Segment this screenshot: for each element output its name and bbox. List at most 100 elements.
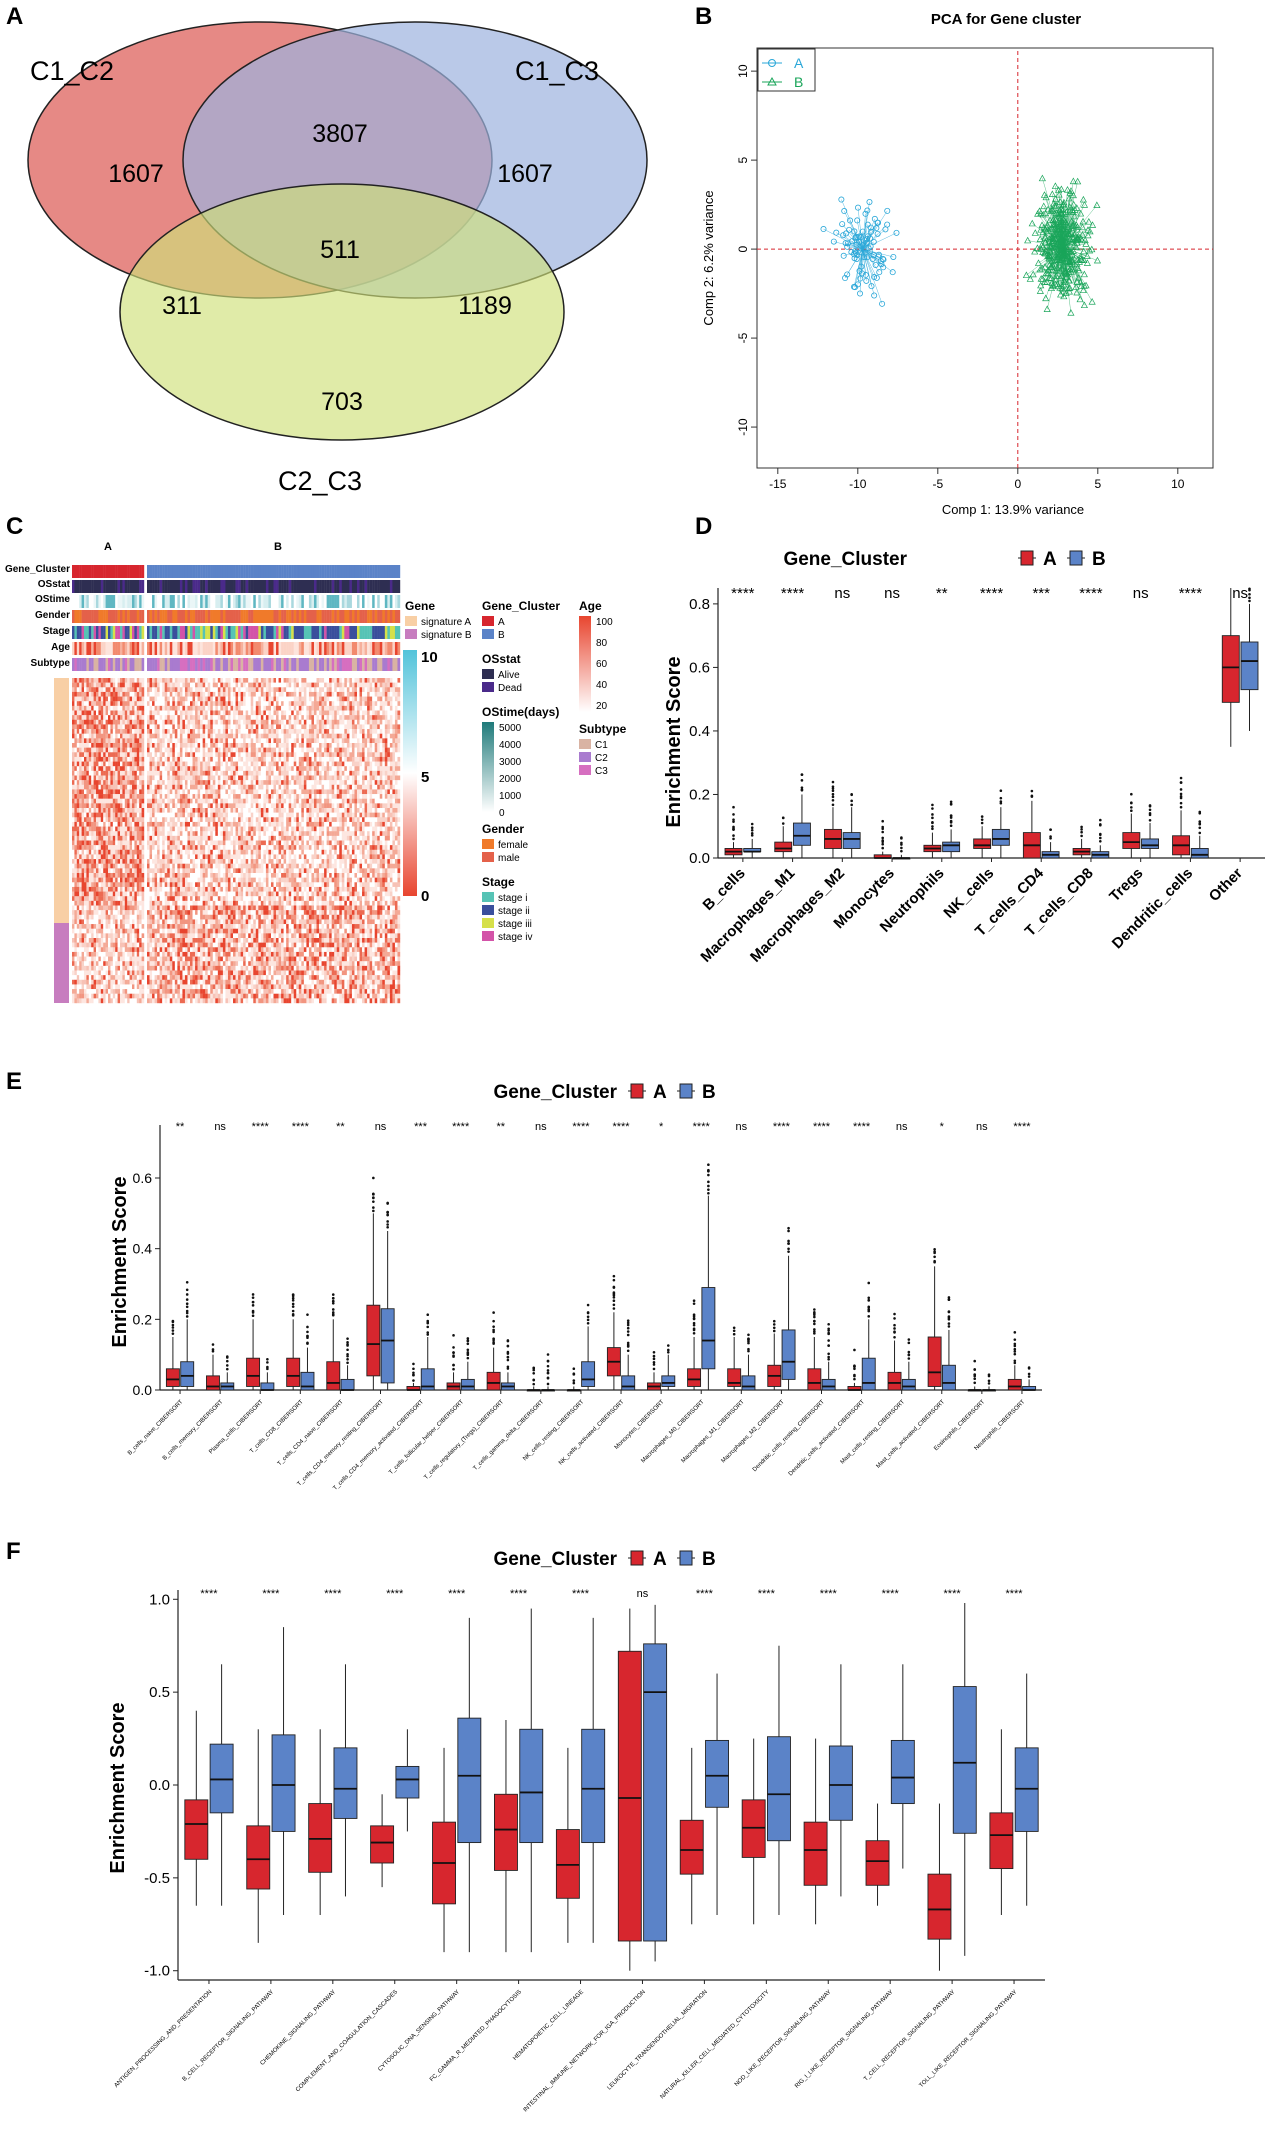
heatmap-cell — [200, 687, 203, 693]
heatmap-cell-stage — [326, 626, 330, 639]
heatmap-cell — [298, 747, 302, 753]
heatmap-cell — [301, 682, 305, 688]
heatmap-cell-age — [372, 642, 375, 655]
heatmap-cell — [152, 733, 155, 739]
heatmap-cell — [394, 733, 398, 739]
heatmap-cell — [369, 780, 373, 785]
heatmap-cell — [169, 784, 173, 790]
heatmap-cell — [159, 682, 163, 688]
heatmap-cell — [238, 756, 241, 762]
heatmap-cell-gene-cluster — [76, 565, 80, 578]
pca-point-b — [1045, 254, 1053, 262]
heatmap-cell — [108, 789, 111, 795]
heatmap-cell — [217, 701, 221, 707]
heatmap-cell — [387, 733, 391, 739]
heatmap-cell — [331, 705, 335, 711]
heatmap-cell — [86, 682, 89, 688]
heatmap-cell — [303, 691, 307, 697]
heatmap-cell — [286, 724, 289, 730]
heatmap-cell — [177, 691, 181, 697]
heatmap-cell — [354, 752, 358, 758]
pca-point-b — [1036, 235, 1044, 243]
heatmap-cell-ostime — [86, 595, 89, 608]
heatmap-cell — [182, 770, 186, 776]
heatmap-cell — [263, 710, 267, 716]
heatmap-cell — [122, 789, 125, 795]
heatmap-cell — [369, 747, 373, 753]
heatmap-cell-gene-cluster — [265, 565, 269, 578]
heatmap-cell-gene-cluster — [233, 565, 236, 578]
heatmap-cell — [184, 775, 188, 781]
heatmap-cell — [93, 770, 97, 776]
heatmap-cell-subtype — [215, 658, 219, 671]
heatmap-cell-stage — [190, 626, 193, 639]
heatmap-cell-os — [324, 580, 327, 593]
heatmap-cell — [321, 775, 325, 781]
heatmap-cell — [260, 696, 264, 702]
heatmap-cell — [356, 696, 360, 702]
heatmap-cell-gender — [103, 610, 106, 623]
heatmap-cell — [298, 784, 302, 790]
heatmap-cell — [197, 678, 201, 683]
heatmap-cell — [84, 691, 87, 697]
heatmap-cell — [298, 705, 302, 711]
heatmap-cell — [331, 701, 335, 707]
heatmap-cell — [319, 705, 322, 711]
heatmap-cell-stage — [149, 626, 153, 639]
heatmap-cell — [212, 752, 216, 758]
heatmap-cell — [225, 766, 229, 772]
heatmap-cell — [240, 705, 244, 711]
heatmap-cell-os — [79, 580, 82, 593]
heatmap-cell — [112, 743, 116, 748]
heatmap-cell-os — [374, 580, 378, 593]
heatmap-cell — [344, 756, 348, 762]
heatmap-cell — [377, 724, 380, 730]
heatmap-cell — [117, 761, 121, 767]
pca-point-b — [1075, 258, 1084, 265]
heatmap-cell — [207, 780, 211, 785]
heatmap-cell — [250, 682, 254, 688]
heatmap-cell — [103, 733, 106, 739]
pca-spoke-a — [859, 236, 863, 250]
heatmap-cell-gene-cluster — [369, 565, 373, 578]
heatmap-cell — [331, 747, 335, 753]
heatmap-cell — [129, 747, 133, 753]
heatmap-cell — [367, 682, 370, 688]
heatmap-cell — [291, 766, 294, 772]
heatmap-cell — [115, 696, 118, 702]
heatmap-cell-stage — [243, 626, 246, 639]
heatmap-cell — [207, 756, 211, 762]
heatmap-cell — [389, 752, 393, 758]
heatmap-cell-gender — [296, 610, 299, 623]
heatmap-cell — [253, 766, 256, 772]
heatmap-cell — [120, 743, 123, 748]
heatmap-cell — [308, 784, 312, 790]
heatmap-cell — [238, 682, 241, 688]
pca-point-b — [1059, 206, 1067, 213]
heatmap-cell — [132, 696, 135, 702]
heatmap-cell — [356, 719, 360, 725]
heatmap-cell — [336, 678, 340, 683]
heatmap-cell — [298, 682, 302, 688]
heatmap-cell — [278, 775, 282, 781]
heatmap-cell — [351, 687, 355, 693]
heatmap-cell — [354, 719, 358, 725]
heatmap-cell — [210, 715, 213, 720]
pca-point-b — [1052, 243, 1061, 250]
heatmap-cell — [187, 733, 191, 739]
heatmap-cell — [207, 715, 211, 720]
heatmap-cell — [157, 780, 160, 785]
heatmap-cell-ostime — [147, 595, 150, 608]
heatmap-cell — [273, 710, 277, 716]
heatmap-cell — [308, 738, 312, 744]
heatmap-cell — [341, 678, 345, 683]
heatmap-cell — [291, 770, 294, 776]
heatmap-cell — [389, 770, 393, 776]
heatmap-cell — [100, 784, 104, 790]
heatmap-cell-subtype — [124, 658, 128, 671]
heatmap-cell — [238, 738, 241, 744]
heatmap-cell-os — [72, 580, 75, 593]
heatmap-cell — [157, 696, 160, 702]
heatmap-cell-age — [222, 642, 226, 655]
heatmap-cell — [281, 729, 284, 734]
